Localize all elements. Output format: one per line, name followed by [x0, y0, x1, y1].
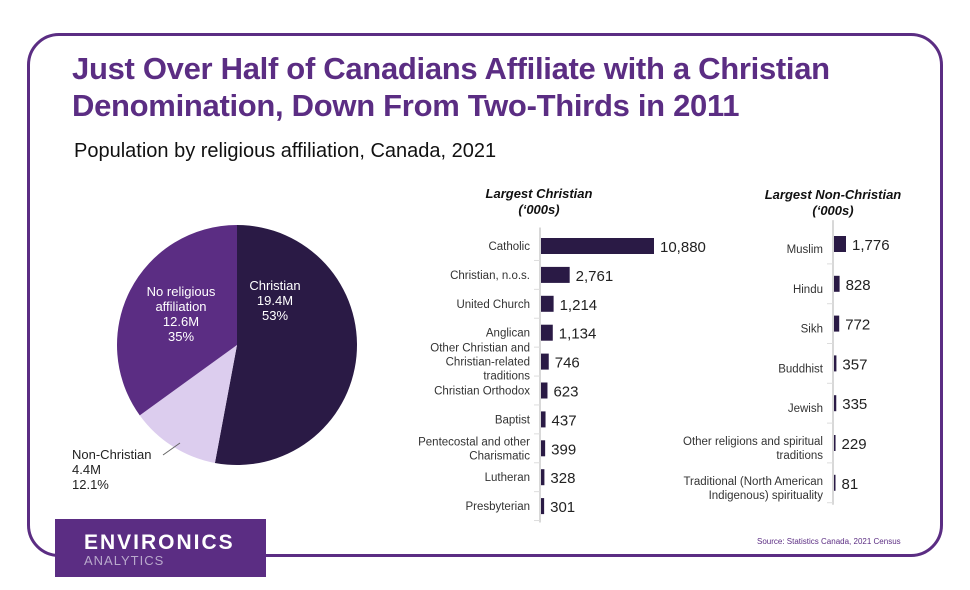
non-christian-value-label: 335: [842, 396, 867, 413]
non-christian-bar: [834, 275, 840, 292]
non-christian-bar: [834, 474, 836, 491]
christian-bar: [541, 238, 654, 254]
christian-value-label: 1,134: [559, 326, 597, 343]
christian-bar: [541, 295, 554, 312]
pie-slice-no-religious-affiliation: [117, 225, 237, 416]
non-christian-value-label: 81: [842, 476, 859, 493]
christian-bar: [541, 353, 549, 370]
christian-category-label: Lutheran: [485, 472, 530, 484]
logo-line1: ENVIRONICS: [84, 531, 235, 554]
christian-bar: [541, 498, 545, 515]
christian-category-label: Catholic: [488, 241, 530, 253]
non-christian-category-label: Muslim: [787, 244, 823, 256]
page-title: Just Over Half of Canadians Affiliate wi…: [72, 51, 830, 123]
non-christian-category-label: Hindu: [793, 284, 823, 296]
non-christian-bar: [834, 395, 837, 412]
christian-category-label: Christian, n.o.s.: [450, 270, 530, 282]
christian-category-label: Other Christian and Christian-related trad…: [430, 343, 530, 383]
non-christian-bar: [834, 315, 840, 332]
non-christian-category-label: Traditional (North American Indigenous) s…: [683, 476, 823, 502]
christian-category-label: Pentecostal and other Charismatic: [418, 436, 530, 462]
pie-label-no-religion: No religious affiliation 12.6M 35%: [147, 284, 216, 344]
non-christian-title: Largest Non-Christian (‘000s): [765, 187, 902, 218]
christian-bar: [541, 324, 553, 341]
christian-value-label: 623: [553, 384, 578, 401]
christian-category-label: Christian Orthodox: [434, 386, 530, 398]
source-note: Source: Statistics Canada, 2021 Census: [757, 537, 901, 546]
christian-value-label: 328: [550, 470, 575, 487]
non-christian-category-label: Buddhist: [778, 363, 824, 375]
subtitle: Population by religious affiliation, Can…: [74, 140, 497, 162]
non-christian-category-label: Other religions and spiritual traditions: [683, 436, 823, 462]
christian-value-label: 2,761: [576, 268, 614, 285]
non-christian-category-label: Jewish: [788, 403, 823, 415]
christian-value-label: 746: [555, 355, 580, 372]
non-christian-value-label: 828: [846, 277, 871, 294]
christian-category-label: United Church: [456, 299, 530, 311]
christian-value-label: 437: [552, 412, 577, 429]
christian-title: Largest Christian (‘000s): [486, 186, 593, 217]
pie-leader-line: [162, 442, 181, 456]
christian-value-label: 10,880: [660, 239, 706, 256]
pie-label-non-christian: Non-Christian 4.4M 12.1%: [72, 447, 151, 492]
non-christian-value-label: 772: [845, 317, 870, 334]
christian-bar: [541, 411, 546, 428]
non-christian-bar: [834, 435, 836, 451]
non-christian-bar: [834, 236, 846, 252]
non-christian-bar: [834, 355, 837, 372]
non-christian-value-label: 357: [842, 356, 867, 373]
christian-bar: [541, 440, 546, 457]
logo-line2: ANALYTICS: [84, 553, 165, 568]
frame: [27, 33, 943, 557]
christian-value-label: 301: [550, 499, 575, 516]
christian-value-label: 1,214: [560, 297, 598, 314]
christian-category-label: Anglican: [486, 328, 530, 340]
pie-slice-christian: [214, 225, 357, 465]
christian-bar: [541, 469, 545, 486]
pie-label-christian: Christian 19.4M 53%: [249, 278, 300, 323]
christian-bar: [541, 266, 570, 283]
christian-category-label: Presbyterian: [465, 501, 530, 513]
christian-category-label: Baptist: [495, 414, 531, 426]
non-christian-value-label: 1,776: [852, 237, 890, 254]
non-christian-category-label: Sikh: [801, 324, 823, 336]
pie-slice-non-christian: [139, 345, 237, 463]
non-christian-value-label: 229: [842, 436, 867, 453]
christian-value-label: 399: [551, 441, 576, 458]
christian-bar: [541, 382, 548, 399]
environics-logo: ENVIRONICS ANALYTICS: [55, 519, 266, 577]
